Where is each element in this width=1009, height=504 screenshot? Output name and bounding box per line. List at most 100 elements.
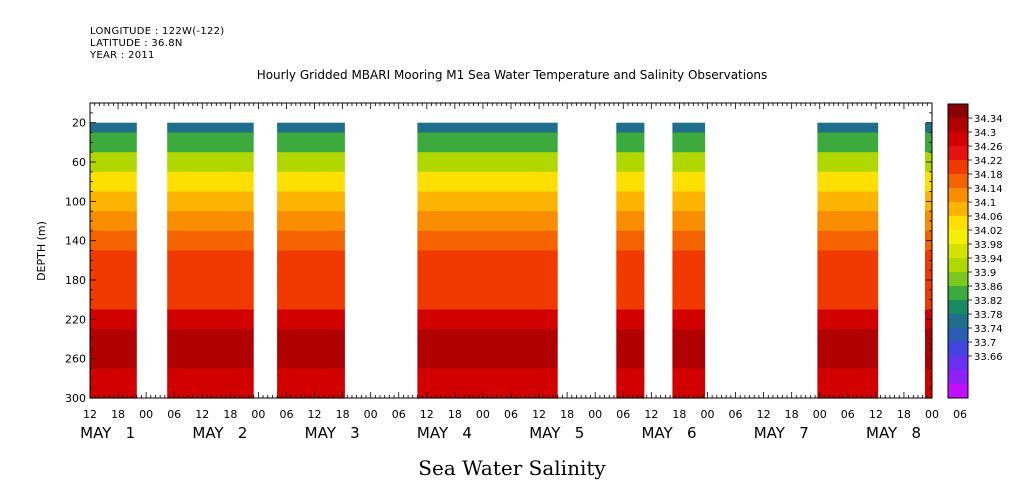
salinity-band bbox=[277, 171, 345, 193]
salinity-band bbox=[277, 309, 345, 330]
salinity-band bbox=[925, 388, 932, 399]
year-label: YEAR : 2011 bbox=[90, 50, 155, 61]
x-tick-label: 00 bbox=[364, 408, 378, 421]
colorbar-swatch bbox=[948, 174, 968, 189]
x-tick-label: 00 bbox=[251, 408, 265, 421]
x-tick-label: 12 bbox=[195, 408, 209, 421]
salinity-band bbox=[277, 132, 345, 153]
x-tick-label: 00 bbox=[588, 408, 602, 421]
salinity-band bbox=[616, 211, 645, 232]
x-tick-label: 06 bbox=[729, 408, 743, 421]
salinity-band bbox=[167, 191, 254, 212]
colorbar-swatch bbox=[948, 328, 968, 343]
salinity-band bbox=[817, 289, 879, 311]
x-tick-label: 12 bbox=[644, 408, 658, 421]
salinity-band bbox=[277, 289, 345, 311]
salinity-band bbox=[616, 270, 645, 291]
x-tick-label: 06 bbox=[953, 408, 967, 421]
salinity-band bbox=[90, 329, 137, 350]
colorbar-swatch bbox=[948, 160, 968, 175]
x-tick-label: 00 bbox=[813, 408, 827, 421]
colorbar-swatch bbox=[948, 258, 968, 273]
y-axis-label: DEPTH (m) bbox=[35, 221, 48, 281]
colorbar-swatch bbox=[948, 118, 968, 133]
salinity-band bbox=[672, 368, 706, 389]
x-tick-label: 06 bbox=[504, 408, 518, 421]
data-segment bbox=[167, 122, 254, 399]
salinity-band bbox=[672, 122, 706, 134]
salinity-band bbox=[616, 122, 645, 134]
salinity-band bbox=[616, 250, 645, 271]
salinity-band bbox=[672, 388, 706, 399]
colorbar-label: 33.9 bbox=[974, 268, 996, 279]
salinity-band bbox=[925, 171, 932, 193]
colorbar-label: 33.66 bbox=[974, 352, 1003, 363]
salinity-band bbox=[277, 152, 345, 173]
salinity-band bbox=[672, 152, 706, 173]
salinity-band bbox=[672, 230, 706, 252]
salinity-band bbox=[817, 211, 879, 232]
salinity-band bbox=[417, 211, 558, 232]
colorbar-swatch bbox=[948, 370, 968, 385]
latitude-label: LATITUDE : 36.8N bbox=[90, 38, 183, 49]
salinity-band bbox=[817, 132, 879, 153]
salinity-band bbox=[672, 329, 706, 350]
colorbar-swatch bbox=[948, 188, 968, 203]
data-segment bbox=[417, 122, 558, 399]
salinity-band bbox=[277, 329, 345, 350]
x-tick-label: 00 bbox=[476, 408, 490, 421]
x-day-label: MAY 1 bbox=[80, 424, 135, 442]
salinity-band bbox=[90, 289, 137, 311]
colorbar-swatch bbox=[948, 356, 968, 371]
x-tick-label: 06 bbox=[616, 408, 630, 421]
salinity-band bbox=[817, 309, 879, 330]
x-tick-label: 18 bbox=[111, 408, 125, 421]
x-axis-label: Sea Water Salinity bbox=[418, 456, 606, 480]
salinity-band bbox=[817, 122, 879, 134]
salinity-band bbox=[90, 122, 137, 134]
x-tick-label: 12 bbox=[757, 408, 771, 421]
colorbar-swatch bbox=[948, 384, 968, 399]
data-segment bbox=[616, 122, 645, 399]
salinity-band bbox=[277, 250, 345, 271]
salinity-band bbox=[167, 250, 254, 271]
colorbar-label: 33.86 bbox=[974, 282, 1003, 293]
salinity-band bbox=[277, 230, 345, 252]
salinity-band bbox=[167, 270, 254, 291]
salinity-band bbox=[817, 171, 879, 193]
plot-area bbox=[90, 122, 932, 399]
x-tick-label: 18 bbox=[785, 408, 799, 421]
salinity-band bbox=[417, 368, 558, 389]
salinity-band bbox=[417, 348, 558, 370]
colorbar-swatch bbox=[948, 286, 968, 301]
y-tick-label: 60 bbox=[72, 156, 86, 169]
salinity-band bbox=[817, 270, 879, 291]
salinity-band bbox=[90, 270, 137, 291]
x-tick-label: 00 bbox=[925, 408, 939, 421]
data-segment bbox=[672, 122, 706, 399]
salinity-band bbox=[616, 152, 645, 173]
colorbar-swatch bbox=[948, 146, 968, 161]
colorbar-label: 34.02 bbox=[974, 226, 1003, 237]
salinity-band bbox=[417, 250, 558, 271]
colorbar-label: 34.06 bbox=[974, 212, 1003, 223]
colorbar-swatch bbox=[948, 342, 968, 357]
salinity-band bbox=[616, 368, 645, 389]
salinity-band bbox=[817, 191, 879, 212]
y-tick-label: 260 bbox=[65, 353, 86, 366]
colorbar-swatch bbox=[948, 300, 968, 315]
salinity-band bbox=[672, 171, 706, 193]
salinity-band bbox=[167, 230, 254, 252]
chart-title: Hourly Gridded MBARI Mooring M1 Sea Wate… bbox=[257, 68, 768, 82]
salinity-band bbox=[90, 388, 137, 399]
x-day-label: MAY 7 bbox=[754, 424, 809, 442]
salinity-band bbox=[90, 348, 137, 370]
colorbar-swatch bbox=[948, 272, 968, 287]
salinity-band bbox=[90, 152, 137, 173]
colorbar-label: 34.22 bbox=[974, 156, 1003, 167]
salinity-band bbox=[167, 368, 254, 389]
salinity-band bbox=[616, 230, 645, 252]
salinity-band bbox=[417, 132, 558, 153]
salinity-band bbox=[817, 348, 879, 370]
salinity-band bbox=[417, 309, 558, 330]
